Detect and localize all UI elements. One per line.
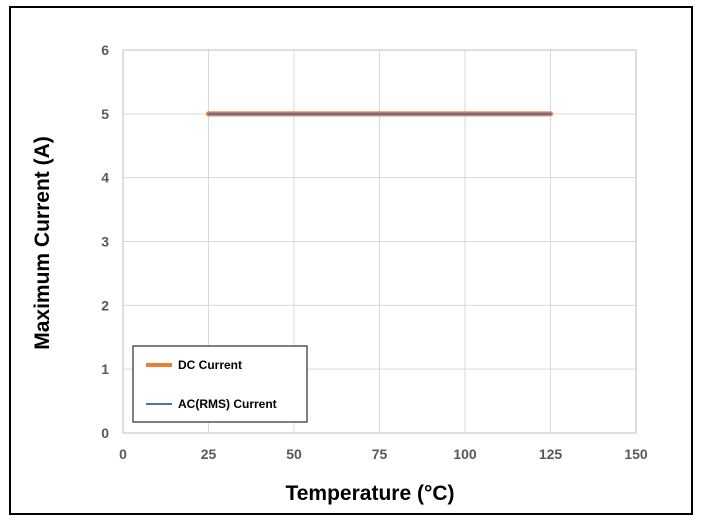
y-tick-label: 1 (101, 361, 109, 377)
y-tick-label: 3 (101, 234, 109, 250)
y-axis-title: Maximum Current (A) (31, 136, 54, 350)
y-tick-label: 2 (101, 297, 109, 313)
legend-label-ac-rms-current: AC(RMS) Current (178, 397, 277, 411)
x-axis-ticks: 0 25 50 75 100 125 150 (119, 446, 648, 462)
legend-label-dc-current: DC Current (178, 358, 242, 372)
legend: DC Current AC(RMS) Current (132, 345, 308, 423)
y-tick-label: 5 (101, 106, 109, 122)
x-tick-label: 50 (286, 446, 302, 462)
x-tick-label: 150 (624, 446, 648, 462)
x-tick-label: 25 (201, 446, 217, 462)
x-tick-label: 75 (372, 446, 388, 462)
y-tick-label: 0 (101, 425, 109, 441)
y-tick-label: 6 (101, 42, 109, 58)
x-tick-label: 125 (539, 446, 563, 462)
x-axis-title: Temperature (°C) (285, 482, 454, 505)
y-axis-ticks: 0 1 2 3 4 5 6 (101, 42, 109, 441)
x-tick-label: 0 (119, 446, 127, 462)
legend-box (132, 345, 308, 423)
x-tick-label: 100 (453, 446, 477, 462)
y-tick-label: 4 (101, 170, 109, 186)
plot-area (122, 49, 637, 434)
